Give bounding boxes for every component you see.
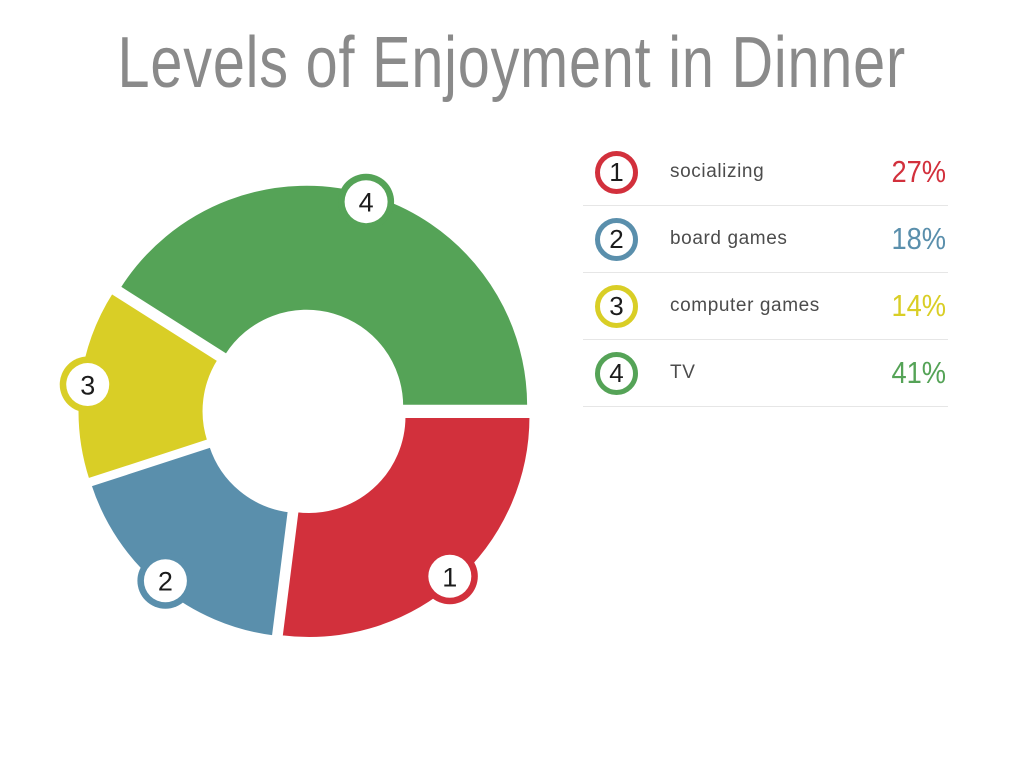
donut-marker-2: 2	[137, 552, 194, 609]
page-title: Levels of Enjoyment in Dinner	[0, 22, 1024, 104]
legend-percent: 18%	[891, 221, 946, 256]
legend: 1 socializing 27% 2 board games 18% 3 co…	[583, 139, 948, 407]
legend-row-board-games: 2 board games 18%	[583, 206, 948, 273]
donut-marker-3: 3	[59, 356, 116, 413]
legend-row-tv: 4 TV 41%	[583, 340, 948, 407]
legend-badge-number: 4	[609, 358, 624, 388]
donut-marker-4: 4	[338, 173, 395, 230]
legend-badge-number: 1	[609, 157, 624, 187]
donut-slice-3	[75, 290, 221, 482]
legend-badge-number: 3	[609, 291, 624, 321]
donut-marker-number: 1	[442, 562, 457, 592]
donut-slice-1	[279, 415, 533, 640]
legend-badge-3: 3	[595, 284, 638, 328]
donut-marker-1: 1	[421, 548, 478, 605]
legend-percent: 41%	[891, 355, 946, 390]
legend-badge-2: 2	[595, 217, 638, 261]
donut-marker-number: 2	[158, 567, 173, 597]
page-title-text: Levels of Enjoyment in Dinner	[117, 23, 907, 103]
legend-row-socializing: 1 socializing 27%	[583, 139, 948, 206]
legend-badge-4: 4	[595, 351, 638, 395]
legend-percent: 27%	[891, 154, 946, 189]
legend-row-computer-games: 3 computer games 14%	[583, 273, 948, 340]
donut-marker-number: 3	[80, 371, 95, 401]
legend-label: computer games	[670, 295, 820, 316]
donut-slice-4	[117, 182, 531, 408]
legend-percent: 14%	[891, 288, 946, 323]
legend-label: socializing	[670, 161, 765, 182]
legend-badge-1: 1	[595, 150, 638, 194]
legend-badge-number: 2	[609, 224, 624, 254]
donut-marker-number: 4	[359, 188, 374, 218]
donut-slice-2	[88, 444, 291, 639]
legend-label: board games	[670, 228, 788, 249]
donut-chart: 1 2 3 4	[59, 173, 533, 640]
legend-label: TV	[670, 362, 696, 383]
